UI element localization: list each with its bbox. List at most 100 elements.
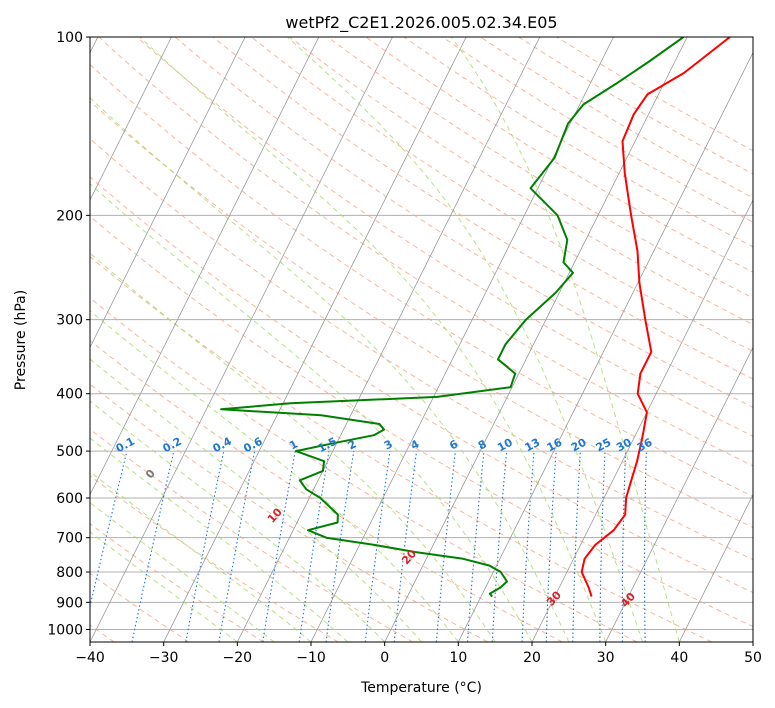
moist-adiabat <box>90 97 570 642</box>
dry-adiabat <box>365 37 753 273</box>
mixing-ratio-line <box>621 451 627 642</box>
xtick-label--10: −10 <box>296 650 326 666</box>
moist-adiabat <box>90 437 349 642</box>
dry-adiabat <box>90 138 753 561</box>
moist-adiabat <box>90 183 533 642</box>
dry-adiabat <box>90 176 753 594</box>
mixing-ratio-line <box>185 450 225 642</box>
y-axis-label: Pressure (hPa) <box>13 290 29 390</box>
dry-adiabat <box>90 100 753 529</box>
isotherm <box>310 37 614 642</box>
isotherm <box>752 641 753 642</box>
sounding-series <box>220 37 731 598</box>
ytick-label-100: 100 <box>56 30 83 46</box>
isotherm <box>90 37 320 496</box>
dry-adiabat <box>90 255 712 642</box>
mixing-ratio-label: 30 <box>614 436 634 455</box>
ytick-label-300: 300 <box>56 313 83 329</box>
mixing-ratio-label: 0.6 <box>241 435 265 456</box>
ytick-label-600: 600 <box>56 491 83 507</box>
moist-adiabat <box>90 400 386 642</box>
mixing-ratio-label: 2 <box>346 437 359 452</box>
mixing-ratio-label: 6 <box>447 437 460 452</box>
mixing-ratio-label: 13 <box>523 436 543 455</box>
dry-adiabat <box>90 339 563 642</box>
dry-adiabat <box>90 428 414 642</box>
isotherm <box>531 199 753 642</box>
dry-adiabat <box>90 383 488 642</box>
dry-adiabat <box>480 37 753 199</box>
plot-area: 0.10.20.40.611.52346810131620253036-100-… <box>24 37 753 642</box>
mixing-ratio-label: 10 <box>495 436 515 455</box>
mixing-ratio-line <box>364 451 391 642</box>
mixing-ratio-label: 0.1 <box>114 435 137 456</box>
moist-adiabat <box>139 37 607 642</box>
dry-adiabat <box>90 215 753 628</box>
ytick-label-200: 200 <box>56 208 83 224</box>
dry-adiabat <box>174 37 753 408</box>
mixing-ratio-label: 0.4 <box>211 435 235 456</box>
xtick-label-20: 20 <box>523 650 541 666</box>
x-axis-label: Temperature (°C) <box>360 680 482 696</box>
dry-adiabat <box>556 37 753 152</box>
isotherm <box>605 346 753 642</box>
moist-adiabat <box>287 37 643 642</box>
dry-adiabat <box>289 37 753 326</box>
mixing-ratio-line <box>131 450 175 642</box>
mixing-ratio-line <box>325 451 355 642</box>
mixing-ratio-line <box>393 451 418 642</box>
ytick-label-400: 400 <box>56 387 83 403</box>
dry-adiabat <box>441 37 753 223</box>
xtick-label--20: −20 <box>223 650 253 666</box>
mixing-ratio-line <box>644 451 647 642</box>
mixing-ratio-label: 16 <box>545 436 565 455</box>
ytick-label-900: 900 <box>56 595 83 611</box>
xtick-label-10: 10 <box>449 650 467 666</box>
mixing-ratio-label: 36 <box>635 436 655 455</box>
dry-adiabats <box>90 37 753 642</box>
mixing-ratio-label: 3 <box>382 437 395 452</box>
isotherm <box>90 37 393 642</box>
mixing-ratio-line <box>435 451 456 642</box>
moist-adiabat <box>90 502 275 642</box>
xtick-label-50: 50 <box>744 650 762 666</box>
dry-adiabat <box>90 523 264 642</box>
dry-adiabat <box>90 297 638 642</box>
mixing-ratio-line <box>572 451 581 642</box>
plot-frame <box>89 36 754 643</box>
temperature-line <box>580 37 731 597</box>
moist-adiabat <box>90 470 312 642</box>
dry-adiabat-label: 0 <box>143 467 158 482</box>
mixing-ratio-label: 8 <box>476 437 489 452</box>
dry-adiabat <box>98 37 753 467</box>
moist-adiabat <box>90 309 459 642</box>
mixing-ratio-line <box>491 451 508 642</box>
isotherm <box>384 37 688 642</box>
ytick-label-800: 800 <box>56 565 83 581</box>
mixing-ratio-lines <box>90 450 647 642</box>
moist-adiabat <box>90 358 422 642</box>
isotherm <box>678 493 753 642</box>
xtick-label-30: 30 <box>597 650 615 666</box>
diagram-labels: 0.10.20.40.611.52346810131620253036-100-… <box>24 421 655 610</box>
mixing-ratio-label: 1.5 <box>316 435 339 456</box>
dewpoint-line <box>220 37 685 598</box>
moist-adiabat <box>90 252 496 642</box>
ytick-label-500: 500 <box>56 444 83 460</box>
y-axis-ticks: 100 200 300 400 500 600 700 800 900 1000 <box>47 30 90 638</box>
mixing-ratio-line <box>599 451 606 642</box>
mixing-ratio-line <box>298 451 330 642</box>
dry-adiabat <box>327 37 753 299</box>
isotherm <box>236 37 541 642</box>
mixing-ratio-line <box>218 450 256 642</box>
moist-adiabat <box>90 531 238 642</box>
isotherm <box>90 37 246 349</box>
isotherm <box>457 51 753 642</box>
xtick-label-0: 0 <box>380 650 389 666</box>
xtick-label-40: 40 <box>670 650 688 666</box>
dry-adiabat-label: -10 <box>24 421 47 445</box>
dry-adiabat <box>136 37 753 437</box>
isotherms <box>90 37 753 642</box>
ytick-label-1000: 1000 <box>47 622 83 638</box>
